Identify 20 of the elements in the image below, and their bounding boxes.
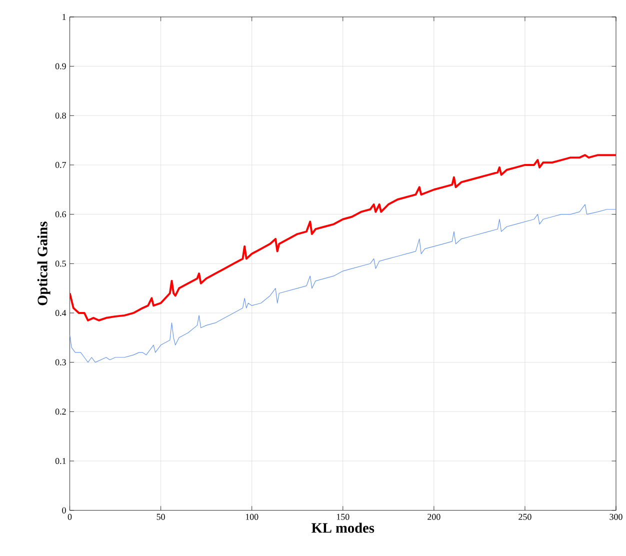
y-tick-label: 0.1 — [55, 458, 66, 464]
y-tick-label: 0.9 — [55, 63, 66, 70]
x-tick-label: 200 — [428, 514, 440, 520]
x-tick-label: 300 — [610, 514, 622, 520]
y-tick-label: 0.5 — [55, 260, 66, 267]
x-axis-title: KL modes — [312, 522, 374, 533]
y-axis-title: Optical Gains — [37, 222, 50, 306]
y-tick-label: 0 — [62, 507, 66, 514]
y-tick-label: 0.4 — [55, 310, 66, 316]
y-tick-label: 0.3 — [55, 359, 66, 366]
y-tick-label: 0.6 — [55, 211, 66, 218]
x-tick-label: 100 — [246, 514, 258, 520]
x-tick-label: 250 — [518, 514, 532, 520]
x-tick-label: 150 — [336, 514, 350, 520]
y-tick-label: 0.2 — [55, 408, 66, 415]
y-tick-label: 0.8 — [55, 112, 66, 119]
y-tick-label: 1 — [62, 14, 66, 20]
x-tick-label: 0 — [68, 514, 72, 520]
x-tick-label: 50 — [156, 514, 165, 520]
y-tick-label: 0.7 — [55, 162, 66, 168]
